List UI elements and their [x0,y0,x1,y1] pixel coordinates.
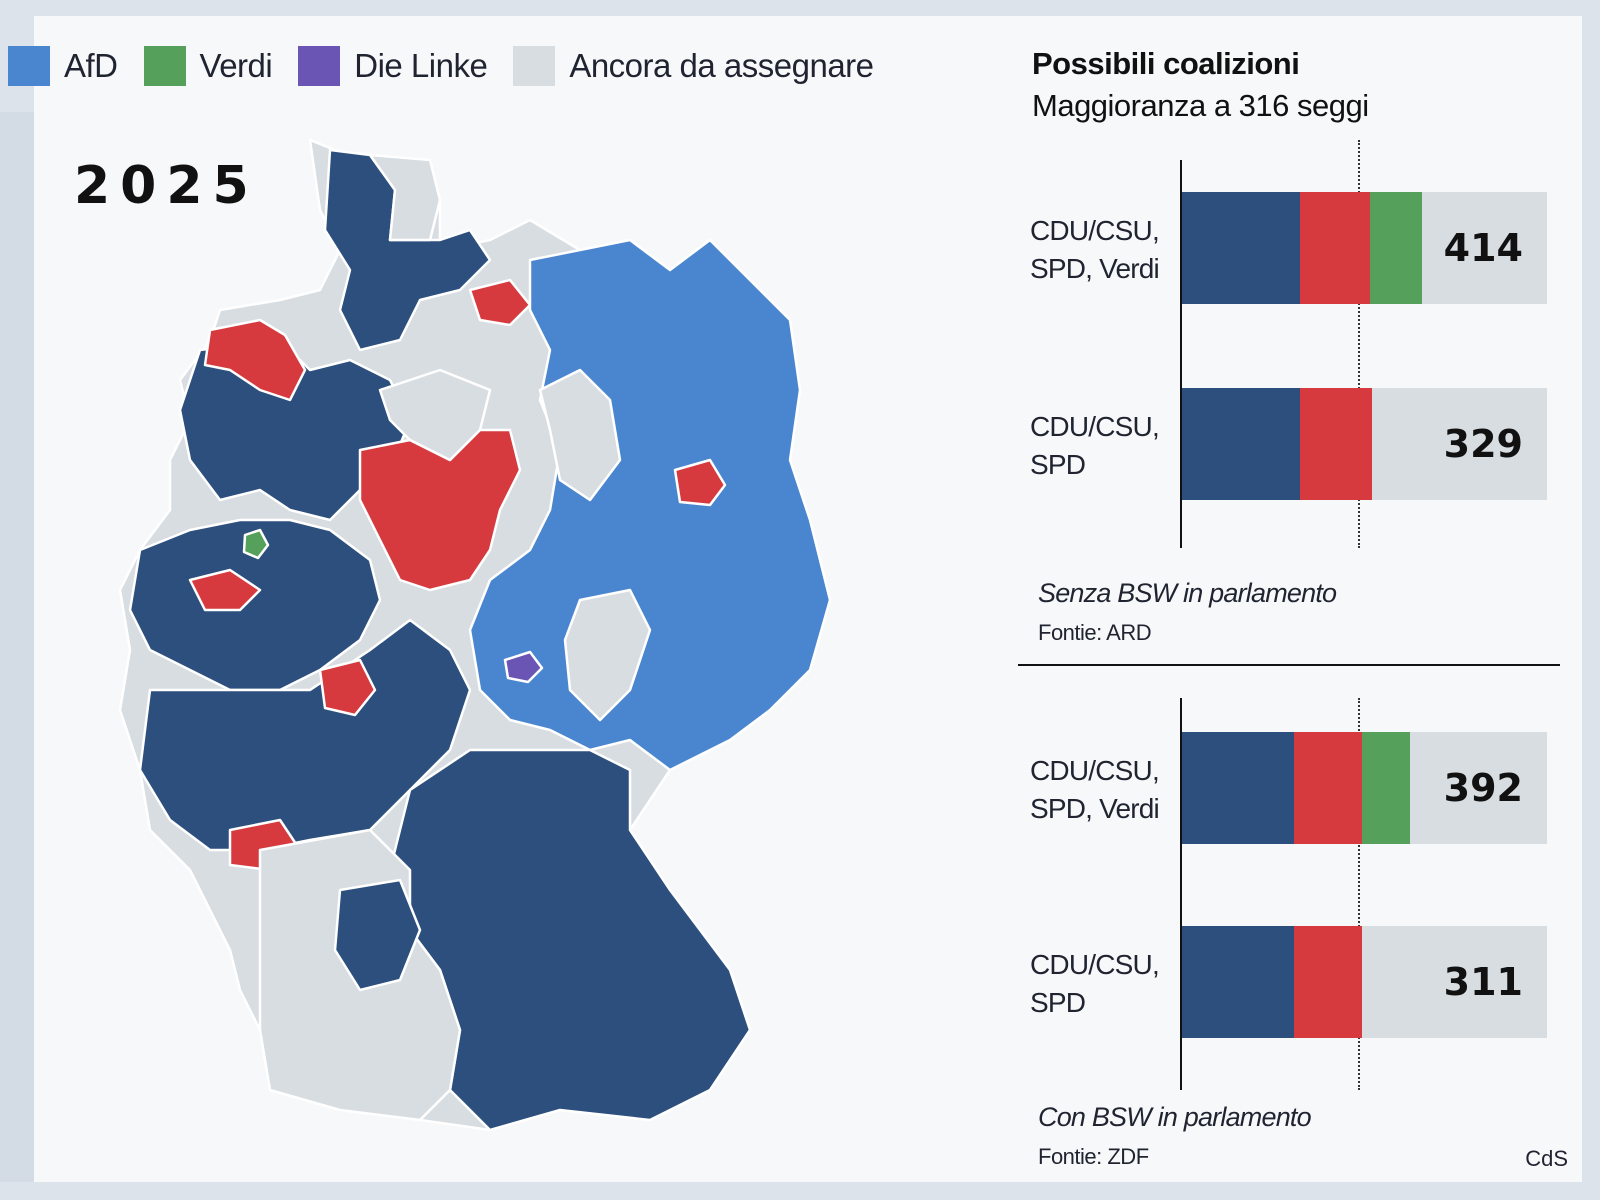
bar-segment-spd [1294,732,1362,844]
stacked-bar: 414 [1182,192,1547,304]
bar-label: CDU/CSU, SPD, Verdi [1030,212,1180,288]
legend-swatch-afd [8,46,50,86]
legend-item-linke: Die Linke [298,46,488,86]
map-region-bw-cdu [333,878,422,992]
map-region-linke [503,650,544,684]
coalition-group-ard: CDU/CSU, SPD, Verdi 414 CDU/CSU, SPD 329… [1010,140,1570,645]
legend-label-linke: Die Linke [354,47,488,84]
bar-label-line1: CDU/CSU, [1030,949,1160,980]
legend-item-verdi: Verdi [143,46,273,86]
legend-item-unassigned: Ancora da assegnare [513,46,874,86]
bar-label-line1: CDU/CSU, [1030,215,1160,246]
bar-segment-spd [1300,388,1372,500]
bar-total: 392 [1443,766,1523,810]
bar-segment-verdi [1362,732,1410,844]
bar-label: CDU/CSU, SPD [1030,946,1180,1022]
map-region-berlin-spd [673,458,727,507]
legend-item-afd: AfD [8,46,118,86]
coalition-note: Senza BSW in parlamento [1038,578,1337,608]
map-year: 2025 [74,156,259,216]
bar-segment-cdu [1182,192,1300,304]
coalition-note: Con BSW in parlamento [1038,1102,1312,1132]
map-region-ruhr-spd [188,568,262,612]
legend-label-afd: AfD [64,47,118,84]
bar-total: 311 [1443,960,1523,1004]
bar-label-line2: SPD, Verdi [1030,253,1160,284]
legend-label-verdi: Verdi [199,47,273,84]
bar-label-line2: SPD [1030,449,1086,480]
legend-swatch-linke [298,46,341,86]
map-region-hamburg-spd [468,278,532,327]
legend-label-unassigned: Ancora da assegnare [569,47,874,84]
germany-map [118,138,832,1132]
bar-row: CDU/CSU, SPD, Verdi 392 [1010,732,1570,844]
map-region-east-unassigned-1 [538,368,622,502]
bar-segment-cdu [1182,732,1294,844]
coalition-source: Fontie: ARD [1038,620,1152,645]
bar-segment-cdu [1182,388,1300,500]
bar-segment-rest [1362,926,1547,1038]
section-divider [1018,664,1560,666]
map-region-nrw-cdu [128,518,382,692]
bar-segment-spd [1300,192,1370,304]
legend: AfD Verdi Die Linke Ancora da assegnare [8,44,900,88]
bar-segment-rest [1372,388,1547,500]
map-region-north-unassigned [368,153,442,242]
bar-label-line2: SPD [1030,987,1086,1018]
bar-total: 329 [1443,422,1523,466]
map-region-east-unassigned-2 [563,588,652,722]
stacked-bar: 311 [1182,926,1547,1038]
majority-line [1358,140,1360,548]
bar-segment-spd [1294,926,1362,1038]
map-region-east-afd [468,238,832,772]
map-region-verdi [242,528,270,560]
bar-label: CDU/CSU, SPD, Verdi [1030,752,1180,828]
left-strip [0,112,34,1182]
coalitions-subtitle: Maggioranza a 316 seggi [1032,88,1369,123]
stacked-bar: 329 [1182,388,1547,500]
chart-axis [1180,160,1182,548]
bar-label-line1: CDU/CSU, [1030,411,1160,442]
stacked-bar: 392 [1182,732,1547,844]
bar-segment-verdi [1370,192,1422,304]
bar-segment-rest [1410,732,1547,844]
bar-label-line1: CDU/CSU, [1030,755,1160,786]
legend-swatch-verdi [143,46,186,86]
bar-label: CDU/CSU, SPD [1030,408,1180,484]
map-region-coast-spd [203,318,307,402]
credit-label: CdS [1525,1146,1568,1171]
bar-row: CDU/CSU, SPD 311 [1010,926,1570,1038]
bar-total: 414 [1443,226,1523,270]
chart-axis [1180,698,1182,1090]
coalitions-title: Possibili coalizioni [1032,46,1300,81]
legend-swatch-unassigned [513,46,556,86]
map-region-hesse-spd [318,658,377,717]
bar-row: CDU/CSU, SPD, Verdi 414 [1010,192,1570,304]
bar-row: CDU/CSU, SPD 329 [1010,388,1570,500]
bar-segment-cdu [1182,926,1294,1038]
map-region-ls-unassigned [378,368,492,462]
bar-segment-rest [1422,192,1547,304]
majority-line [1358,698,1360,1090]
coalition-group-zdf: CDU/CSU, SPD, Verdi 392 CDU/CSU, SPD 311… [1010,698,1570,1178]
coalition-source: Fontie: ZDF [1038,1144,1149,1169]
bar-label-line2: SPD, Verdi [1030,793,1160,824]
